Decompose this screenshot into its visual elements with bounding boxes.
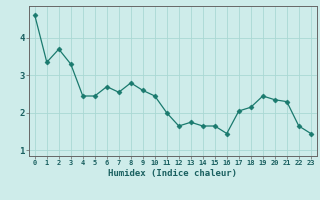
X-axis label: Humidex (Indice chaleur): Humidex (Indice chaleur) [108, 169, 237, 178]
